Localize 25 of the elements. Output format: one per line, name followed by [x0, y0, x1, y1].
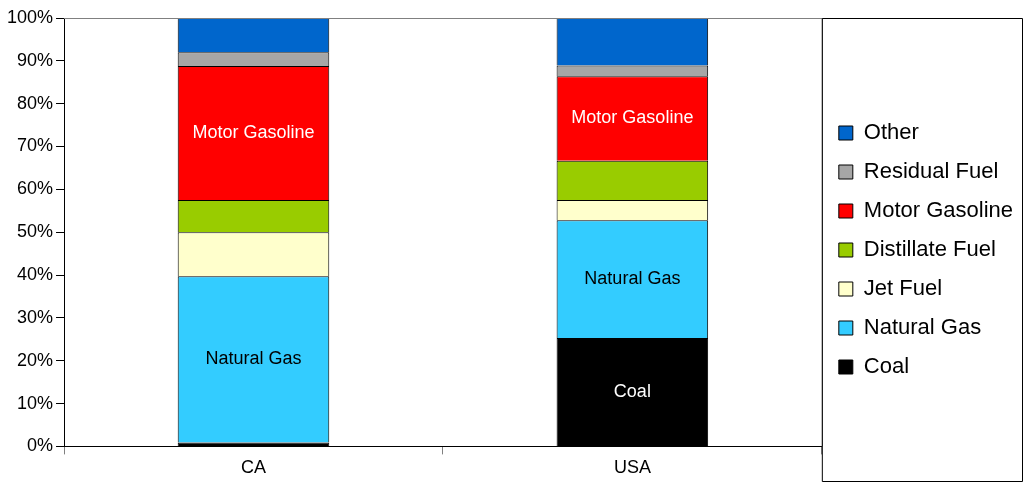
x-tick-label: CA [240, 457, 266, 478]
x-tick-label: USA [613, 457, 651, 478]
y-tick-label: 40% [17, 264, 54, 285]
y-tick-label: 80% [17, 92, 54, 113]
legend-label: Coal [863, 353, 910, 379]
y-tick-label: 90% [17, 49, 54, 70]
y-tick-label: 60% [17, 178, 54, 199]
data-label: Motor Gasoline [571, 107, 694, 128]
data-label: Coal [613, 381, 651, 402]
legend-label: Natural Gas [863, 314, 982, 340]
y-tick-label: 100% [6, 6, 54, 27]
legend-label: Residual Fuel [863, 158, 999, 184]
data-label: Motor Gasoline [192, 121, 315, 142]
legend-label: Motor Gasoline [863, 197, 1014, 223]
y-tick-label: 70% [17, 135, 54, 156]
y-tick-label: 10% [17, 392, 54, 413]
data-label: Natural Gas [584, 268, 681, 289]
legend-label: Distillate Fuel [863, 236, 996, 262]
y-tick-label: 20% [17, 349, 54, 370]
legend-label: Other [863, 119, 919, 145]
y-tick-label: 30% [17, 306, 54, 327]
y-tick-label: 50% [17, 221, 54, 242]
y-tick-label: 0% [27, 435, 54, 456]
data-label: Natural Gas [205, 348, 302, 369]
legend-label: Jet Fuel [863, 275, 943, 301]
